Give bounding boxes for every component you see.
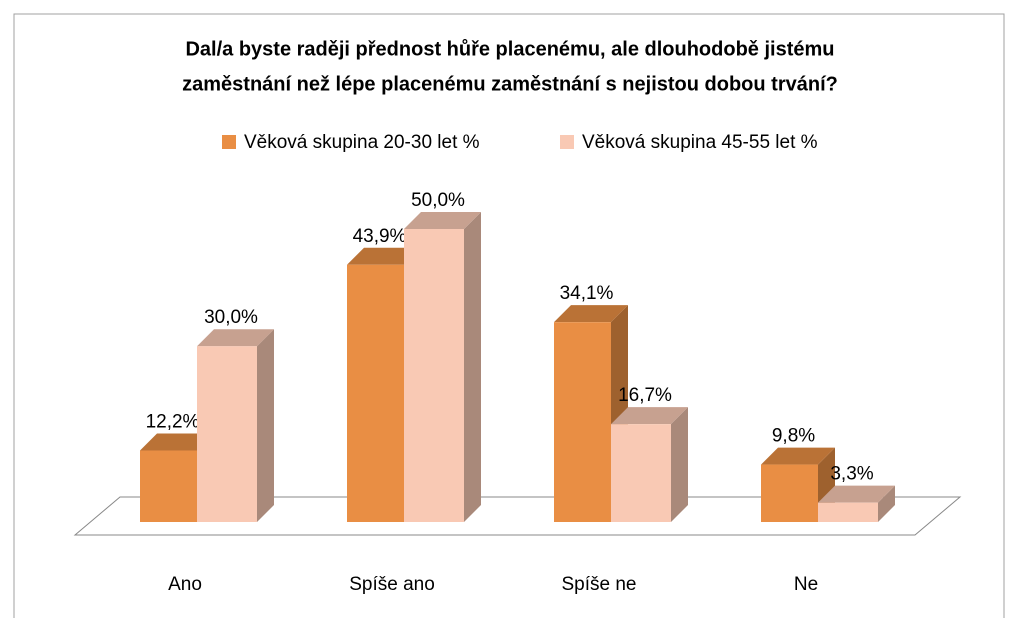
bar-side <box>257 329 274 522</box>
x-tick-label: Ne <box>794 574 818 595</box>
bar-top <box>404 212 481 229</box>
bar-side <box>878 485 895 522</box>
legend-label: Věková skupina 45-55 let % <box>582 132 818 153</box>
data-label: 16,7% <box>618 385 672 406</box>
legend-label: Věková skupina 20-30 let % <box>244 132 480 153</box>
bar-top <box>140 433 214 451</box>
floor <box>73 496 962 536</box>
data-label: 30,0% <box>204 307 258 328</box>
bar <box>404 229 464 522</box>
bar-top <box>554 305 628 323</box>
bar <box>197 346 257 522</box>
data-label: 50,0% <box>411 190 465 211</box>
x-tick-label: Spíše ne <box>562 574 637 595</box>
bar-top <box>197 329 274 347</box>
data-label: 43,9% <box>353 226 407 247</box>
legend-swatch <box>560 135 574 149</box>
bar-side <box>464 212 481 522</box>
bar <box>554 322 611 522</box>
bar-top <box>611 407 688 425</box>
bar <box>611 424 671 522</box>
x-tick-label: Spíše ano <box>349 574 435 595</box>
data-label: 34,1% <box>560 283 614 304</box>
chart-title: Dal/a byste raději přednost hůře placené… <box>185 38 834 60</box>
bar <box>818 502 878 522</box>
legend-swatch <box>222 135 236 149</box>
bar-top <box>761 447 835 465</box>
x-tick-label: Ano <box>168 574 202 595</box>
bar-top <box>818 485 895 503</box>
chart-title: zaměstnání než lépe placenému zaměstnání… <box>182 73 838 95</box>
bar <box>140 450 197 522</box>
bar <box>761 464 818 522</box>
bar-top <box>347 247 421 265</box>
bar <box>347 264 404 522</box>
data-label: 12,2% <box>146 412 200 433</box>
data-label: 9,8% <box>772 426 815 447</box>
data-label: 3,3% <box>830 464 873 485</box>
bar-side <box>671 407 688 522</box>
